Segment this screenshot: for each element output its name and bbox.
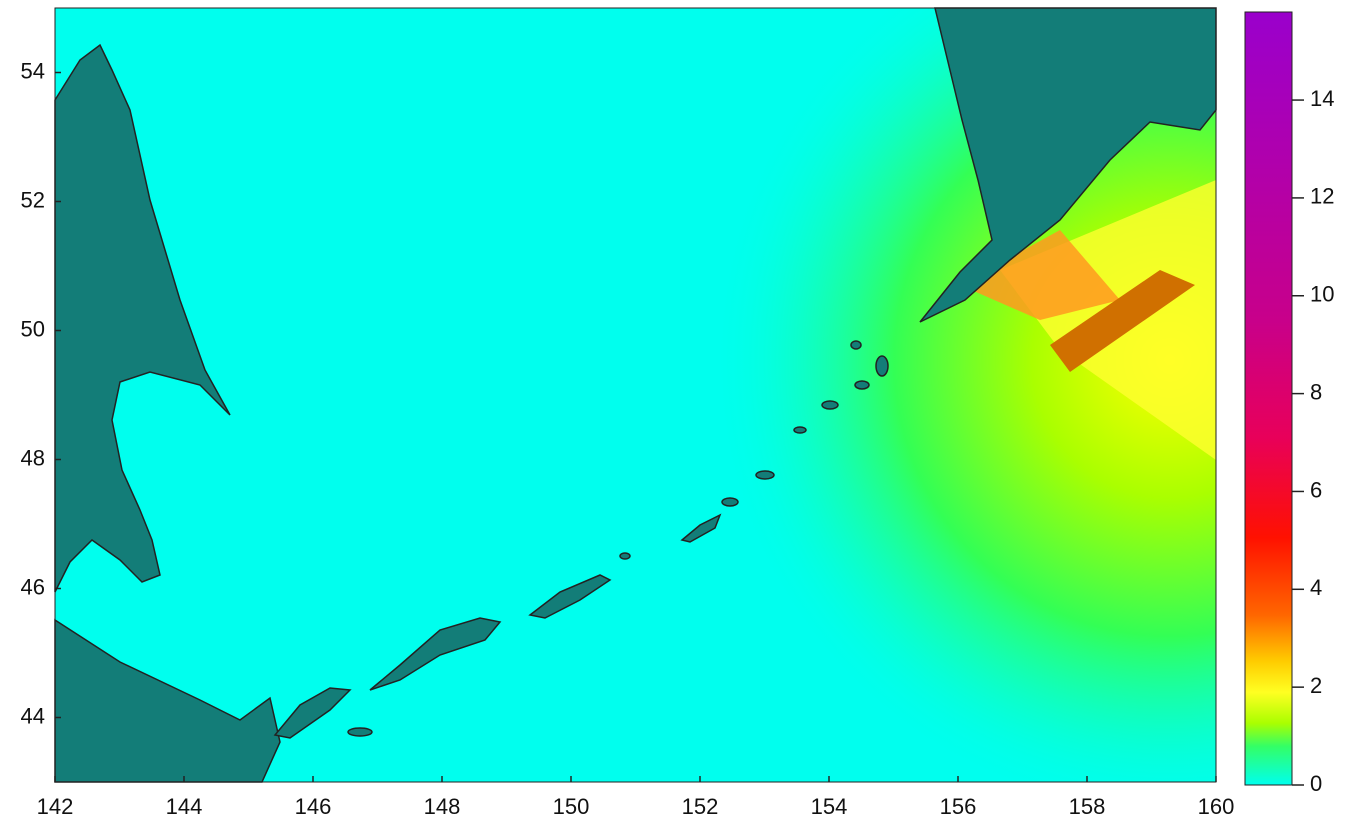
colorbar-tick-label: 10 bbox=[1310, 282, 1334, 307]
colorbar-tick-label: 4 bbox=[1310, 575, 1322, 600]
y-tick-label: 50 bbox=[21, 316, 45, 341]
colorbar-tick-label: 14 bbox=[1310, 86, 1334, 111]
x-tick-label: 152 bbox=[682, 794, 719, 819]
y-tick-label: 52 bbox=[21, 187, 45, 212]
y-tick-label: 48 bbox=[21, 445, 45, 470]
x-tick-label: 156 bbox=[940, 794, 977, 819]
x-tick-label: 160 bbox=[1198, 794, 1235, 819]
y-tick-label: 44 bbox=[21, 703, 45, 728]
x-tick-label: 142 bbox=[37, 794, 74, 819]
x-tick-label: 158 bbox=[1069, 794, 1106, 819]
colorbar-tick-label: 12 bbox=[1310, 184, 1334, 209]
x-tick-label: 148 bbox=[424, 794, 461, 819]
colorbar-tick-label: 0 bbox=[1310, 771, 1322, 796]
colorbar-tick-label: 6 bbox=[1310, 477, 1322, 502]
colorbar-tick-label: 8 bbox=[1310, 379, 1322, 404]
x-tick-label: 150 bbox=[553, 794, 590, 819]
y-tick-label: 54 bbox=[21, 58, 45, 83]
map-area bbox=[55, 8, 1216, 782]
colorbar bbox=[1245, 12, 1292, 785]
x-tick-label: 144 bbox=[166, 794, 203, 819]
y-tick-label: 46 bbox=[21, 574, 45, 599]
colorbar-tick-label: 2 bbox=[1310, 673, 1322, 698]
x-tick-label: 154 bbox=[811, 794, 848, 819]
x-tick-label: 146 bbox=[295, 794, 332, 819]
map-figure: 1421441461481501521541561581604446485052… bbox=[0, 0, 1362, 828]
